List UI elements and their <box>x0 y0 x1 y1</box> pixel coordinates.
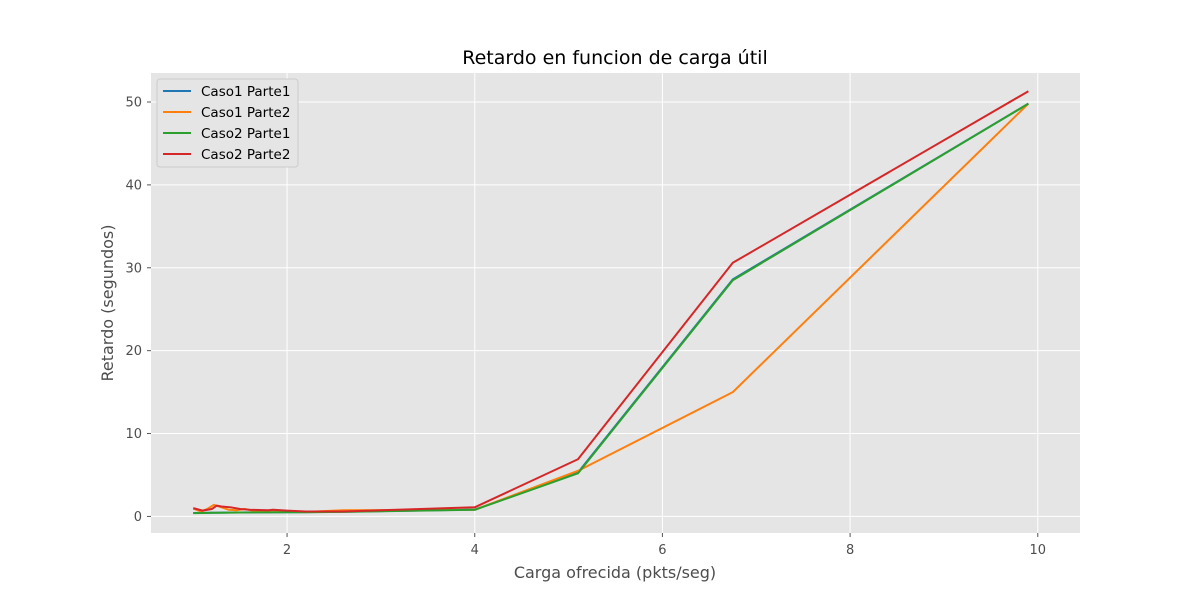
series-line <box>192 90 1029 513</box>
y-axis-label: Retardo (segundos) <box>98 224 117 381</box>
x-axis-label: Carga ofrecida (pkts/seg) <box>514 563 716 582</box>
chart-title: Retardo en funcion de carga útil <box>462 47 767 69</box>
x-tick-label: 10 <box>1029 543 1046 558</box>
x-tick-label: 6 <box>658 543 666 558</box>
legend: Caso1 Parte1 Caso1 Parte2 Caso2 Parte1 Caso… <box>156 78 299 168</box>
x-tick-label: 8 <box>846 543 854 558</box>
legend-label: Caso1 Parte2 <box>201 105 290 121</box>
legend-label: Caso1 Parte1 <box>201 84 290 100</box>
y-tick-label: 20 <box>125 344 142 359</box>
x-tick-label: 2 <box>283 543 291 558</box>
plot-area <box>151 73 1080 533</box>
y-tick-label: 40 <box>125 178 142 193</box>
legend-box <box>156 78 299 168</box>
y-tick-label: 0 <box>134 510 142 525</box>
tick-labels: 2 4 6 8 10 0 10 20 30 40 50 <box>125 96 1046 558</box>
y-tick-label: 50 <box>125 96 142 111</box>
y-tick-label: 10 <box>125 427 142 442</box>
grid <box>151 73 1080 533</box>
y-tick-label: 30 <box>125 261 142 276</box>
series-line <box>193 102 1029 515</box>
legend-label: Caso2 Parte2 <box>201 147 290 163</box>
legend-label: Caso2 Parte1 <box>201 126 290 142</box>
series-lines <box>192 90 1030 515</box>
x-tick-label: 4 <box>471 543 479 558</box>
